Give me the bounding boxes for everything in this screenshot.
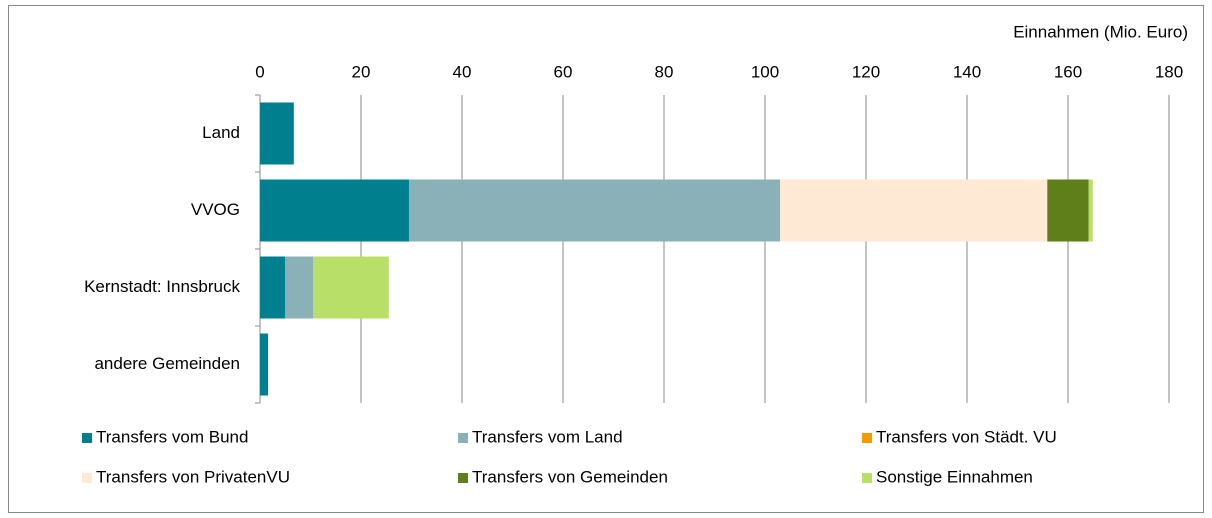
x-tick-label: 180 — [1155, 62, 1183, 81]
x-tick-label: 0 — [255, 62, 264, 81]
legend-swatch — [862, 473, 872, 483]
x-axis-label: Einnahmen (Mio. Euro) — [1013, 22, 1188, 41]
x-tick-label: 100 — [751, 62, 779, 81]
legend-label: Transfers von Städt. VU — [876, 427, 1057, 446]
y-tick-label: Land — [202, 123, 240, 142]
x-tick-label: 80 — [655, 62, 674, 81]
bar-segment — [1047, 179, 1089, 242]
bar-segment — [260, 102, 294, 165]
x-tick-label: 20 — [352, 62, 371, 81]
legend-swatch — [82, 433, 92, 443]
legend-label: Transfers vom Bund — [96, 427, 248, 446]
legend-swatch — [458, 433, 468, 443]
bar-segment — [1088, 179, 1093, 242]
bar-segment — [408, 179, 781, 242]
bar-segment — [313, 256, 389, 319]
y-tick-label: andere Gemeinden — [94, 354, 240, 373]
bar-segment — [260, 179, 409, 242]
legend-label: Transfers von Gemeinden — [472, 467, 668, 486]
bar-segment — [780, 179, 1048, 242]
legend-swatch — [862, 433, 872, 443]
y-tick-label: Kernstadt: Innsbruck — [84, 277, 240, 296]
bar-segment — [260, 256, 286, 319]
legend-label: Sonstige Einnahmen — [876, 467, 1033, 486]
legend-swatch — [458, 473, 468, 483]
chart-border — [8, 5, 1204, 513]
x-tick-label: 120 — [852, 62, 880, 81]
legend-label: Transfers von PrivatenVU — [96, 467, 290, 486]
x-tick-label: 40 — [453, 62, 472, 81]
y-tick-label: VVOG — [191, 200, 240, 219]
x-tick-label: 140 — [953, 62, 981, 81]
legend-label: Transfers vom Land — [472, 427, 623, 446]
x-tick-label: 60 — [554, 62, 573, 81]
legend-swatch — [82, 473, 92, 483]
bar-segment — [285, 256, 314, 319]
x-tick-label: 160 — [1054, 62, 1082, 81]
bar-segment — [260, 333, 269, 396]
